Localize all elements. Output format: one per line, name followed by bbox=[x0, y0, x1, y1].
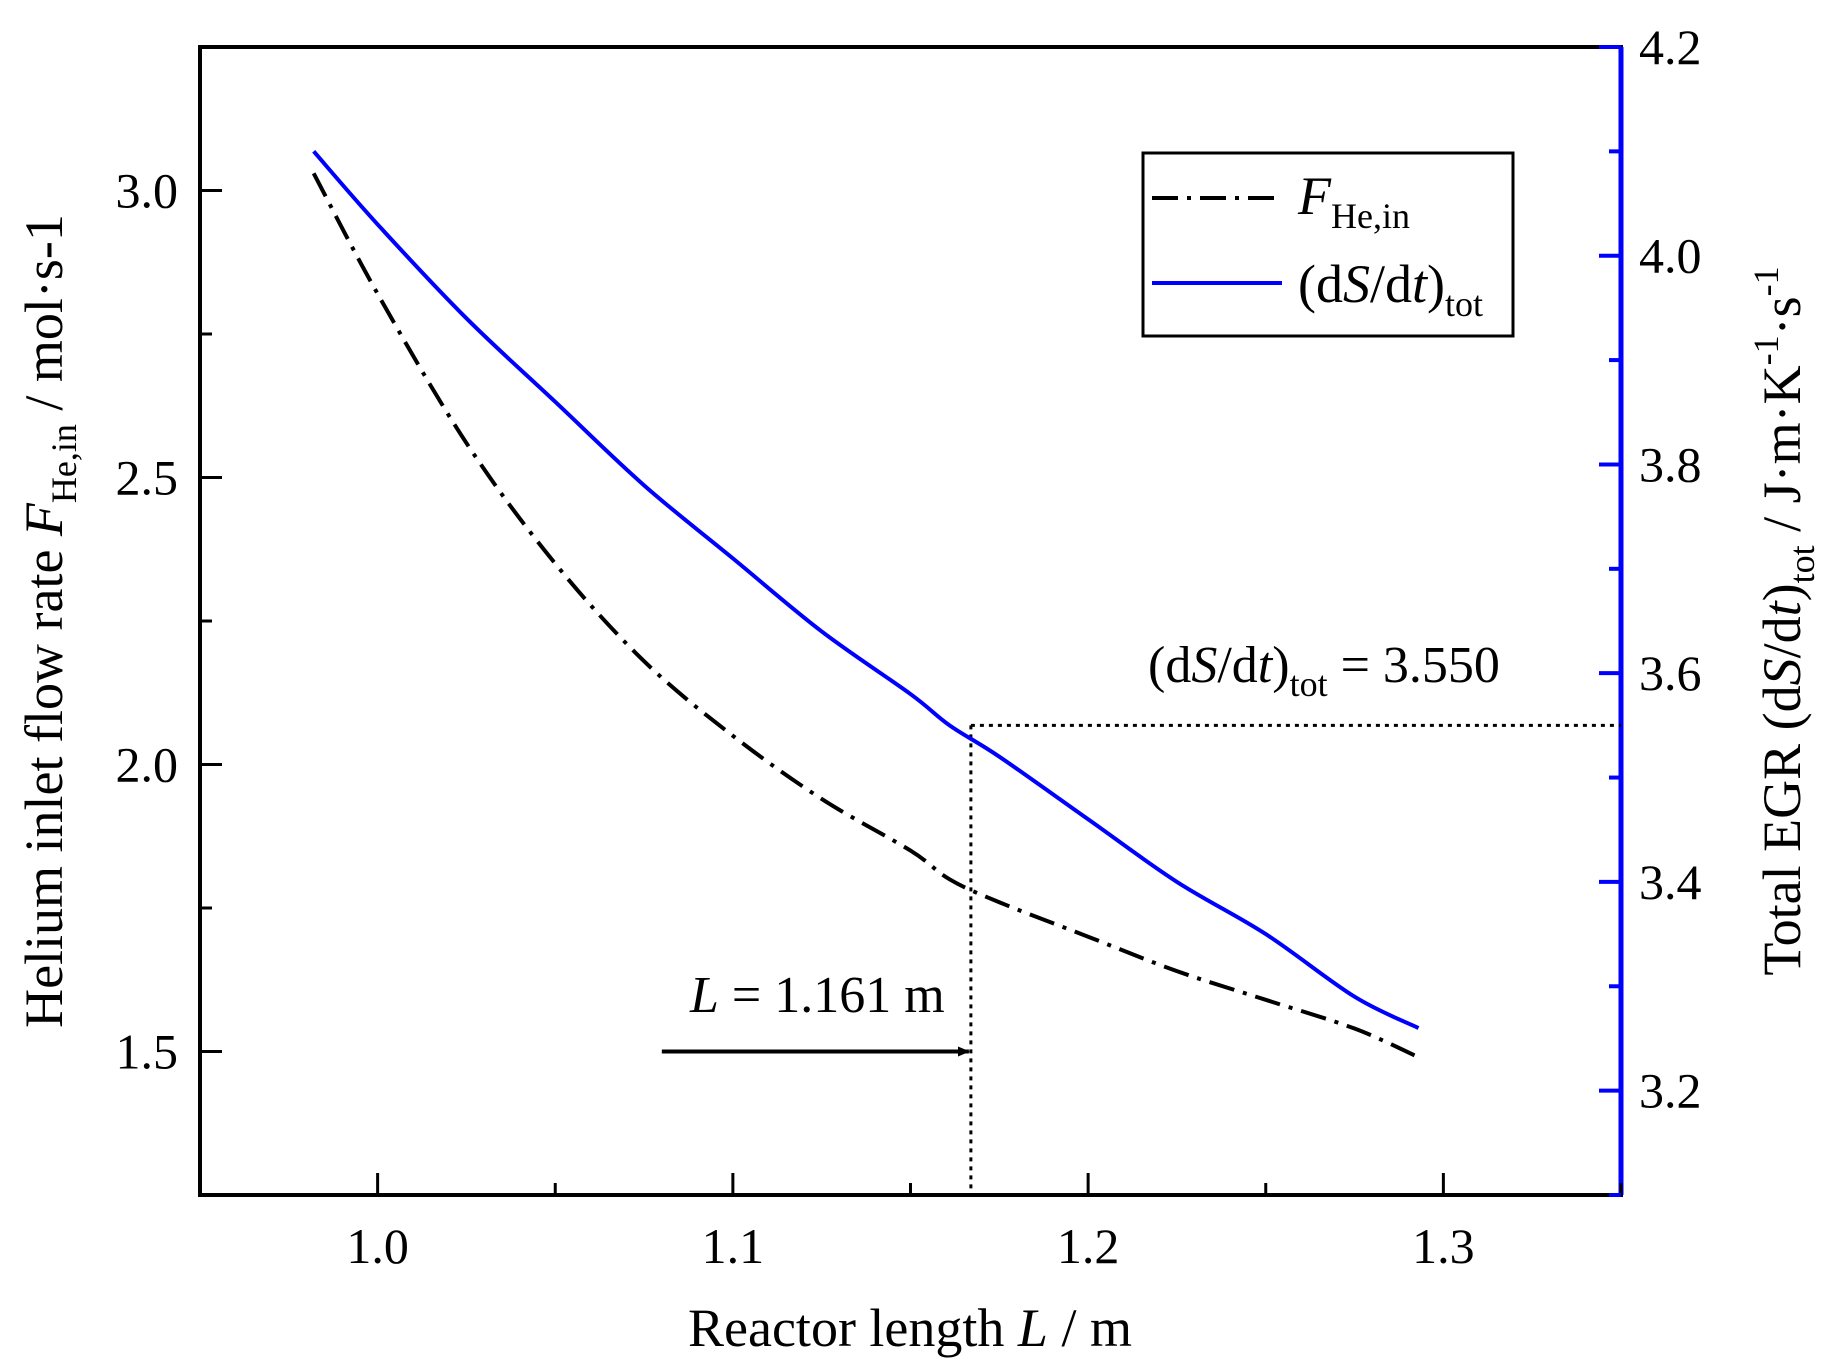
right-y-tick-label: 4.0 bbox=[1639, 228, 1702, 284]
right-y-tick-label: 3.8 bbox=[1639, 436, 1702, 492]
series-layer bbox=[311, 150, 1420, 1060]
right-y-tick-label: 3.4 bbox=[1639, 854, 1702, 910]
legend-box bbox=[1141, 151, 1515, 338]
right-y-tick-label: 3.6 bbox=[1639, 645, 1702, 701]
x-axis-title: Reactor length L / m bbox=[688, 1298, 1132, 1358]
left-y-axis-title: Helium inlet flow rate FHe,in / mol·s-1 bbox=[14, 214, 84, 1028]
right-y-axis-title: Total EGR (dS/dt)tot / J·m·K-1·s-1 bbox=[1746, 266, 1822, 975]
left-y-tick-label: 1.5 bbox=[116, 1024, 179, 1080]
right-y-tick-label: 4.2 bbox=[1639, 19, 1702, 75]
left-y-tick-label: 3.0 bbox=[116, 163, 179, 219]
right-y-axis-ticks: 3.2 3.4 3.6 3.8 4.0 4.2 bbox=[1599, 19, 1702, 1197]
left-y-tick-label: 2.5 bbox=[116, 450, 179, 506]
series-line-fhe bbox=[311, 172, 1420, 1060]
x-tick-label: 1.0 bbox=[346, 1218, 409, 1274]
x-tick-label: 1.1 bbox=[702, 1218, 765, 1274]
x-tick-label: 1.2 bbox=[1057, 1218, 1120, 1274]
x-axis-ticks: 1.0 1.1 1.2 1.3 bbox=[198, 1173, 1623, 1274]
length-annotation: L = 1.161 m bbox=[689, 967, 945, 1024]
x-tick-label: 1.3 bbox=[1412, 1218, 1475, 1274]
legend-label-fhe: FHe,in bbox=[1297, 166, 1410, 236]
legend-label-egr: (dS/dt)tot bbox=[1298, 254, 1483, 324]
right-y-tick-label: 3.2 bbox=[1639, 1063, 1702, 1119]
egr-annotation: (dS/dt)tot = 3.550 bbox=[1148, 637, 1500, 704]
legend: FHe,in (dS/dt)tot bbox=[1141, 151, 1515, 338]
series-line-egr bbox=[312, 150, 1420, 1030]
left-y-axis-ticks: 1.5 2.0 2.5 3.0 bbox=[116, 45, 222, 1197]
left-y-tick-label: 2.0 bbox=[116, 737, 179, 793]
